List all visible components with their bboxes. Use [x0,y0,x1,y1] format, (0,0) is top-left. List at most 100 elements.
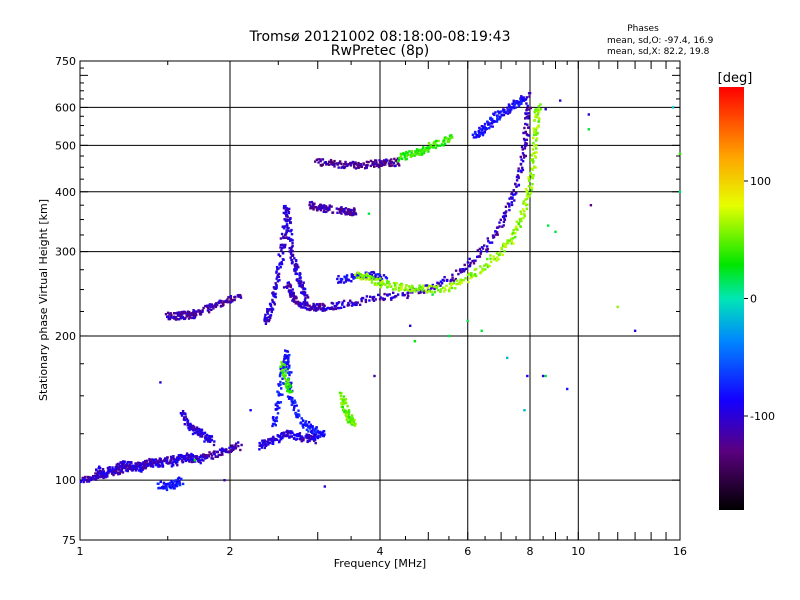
data-point [441,286,445,290]
data-point [376,273,380,276]
data-point [476,133,479,137]
data-point [154,458,157,461]
data-point [289,217,292,220]
data-point [309,306,312,309]
data-point [470,276,474,279]
data-point [488,122,491,125]
data-point [480,270,483,274]
data-point [382,274,386,277]
data-point [529,171,532,175]
data-point [159,460,162,464]
data-point [289,285,292,289]
data-point [458,283,461,286]
data-point [280,261,283,264]
data-point [480,329,483,332]
data-point [158,486,161,490]
data-point [290,403,293,406]
data-point [276,434,280,437]
data-point [225,448,228,452]
data-point [258,444,261,447]
data-point [511,232,515,235]
data-point [171,316,174,319]
data-point [234,295,237,299]
data-point [616,305,619,309]
data-point [274,438,278,441]
data-point [528,194,531,198]
data-point [351,419,355,422]
data-point [492,257,495,261]
data-point [336,277,339,281]
data-point [503,244,506,247]
data-point [432,285,435,288]
y-tick-label: 600 [55,101,76,114]
data-point [210,435,214,438]
data-point [496,110,500,113]
data-point [413,154,416,157]
data-point [486,248,489,251]
data-point [304,422,307,425]
data-point [357,276,360,279]
data-point [354,213,358,216]
data-point [421,150,424,153]
data-point [281,393,284,396]
data-point [448,289,451,293]
data-point [278,279,281,282]
data-point [290,435,293,438]
data-point [279,383,282,386]
data-point [174,312,177,315]
data-point [508,208,511,212]
data-point [428,284,431,288]
data-point [418,284,421,287]
data-point [331,302,335,305]
data-point [483,130,486,134]
data-point [419,285,422,289]
data-point [318,207,321,211]
data-point [122,464,126,467]
data-point [281,246,284,250]
data-point [187,427,190,430]
data-point [347,208,350,211]
data-point [357,272,361,275]
data-point [309,308,312,311]
data-point [530,186,534,190]
data-point [213,450,216,453]
data-point [350,304,354,307]
data-point [329,307,332,310]
data-point [104,474,107,477]
data-point [481,132,485,136]
data-point [190,313,193,317]
data-point [527,185,531,188]
data-point [508,197,511,200]
data-point [532,144,536,148]
data-point [336,211,339,214]
data-point [227,450,231,453]
data-point [272,435,275,439]
data-point [508,108,511,111]
data-point [286,379,289,383]
data-point [100,471,104,475]
data-point [406,288,410,291]
data-point [371,160,374,164]
data-point [362,162,365,165]
data-point [352,212,355,215]
data-point [392,291,395,294]
data-point [177,457,181,460]
data-point [162,482,166,485]
data-point [477,129,480,133]
data-point [191,432,195,436]
data-point [452,279,456,282]
data-point [341,301,344,304]
data-point [187,456,190,459]
data-point [288,250,291,253]
data-point [170,313,173,317]
data-point [394,295,397,298]
chart-title: Tromsø 20121002 08:18:00-08:19:43 [249,29,511,45]
data-point [168,485,172,489]
data-point [422,146,425,150]
data-point [451,282,454,286]
data-point [97,472,101,475]
colorbar-tick-label: 100 [750,175,771,188]
data-point [392,281,396,285]
data-point [194,456,198,459]
data-point [128,461,132,464]
